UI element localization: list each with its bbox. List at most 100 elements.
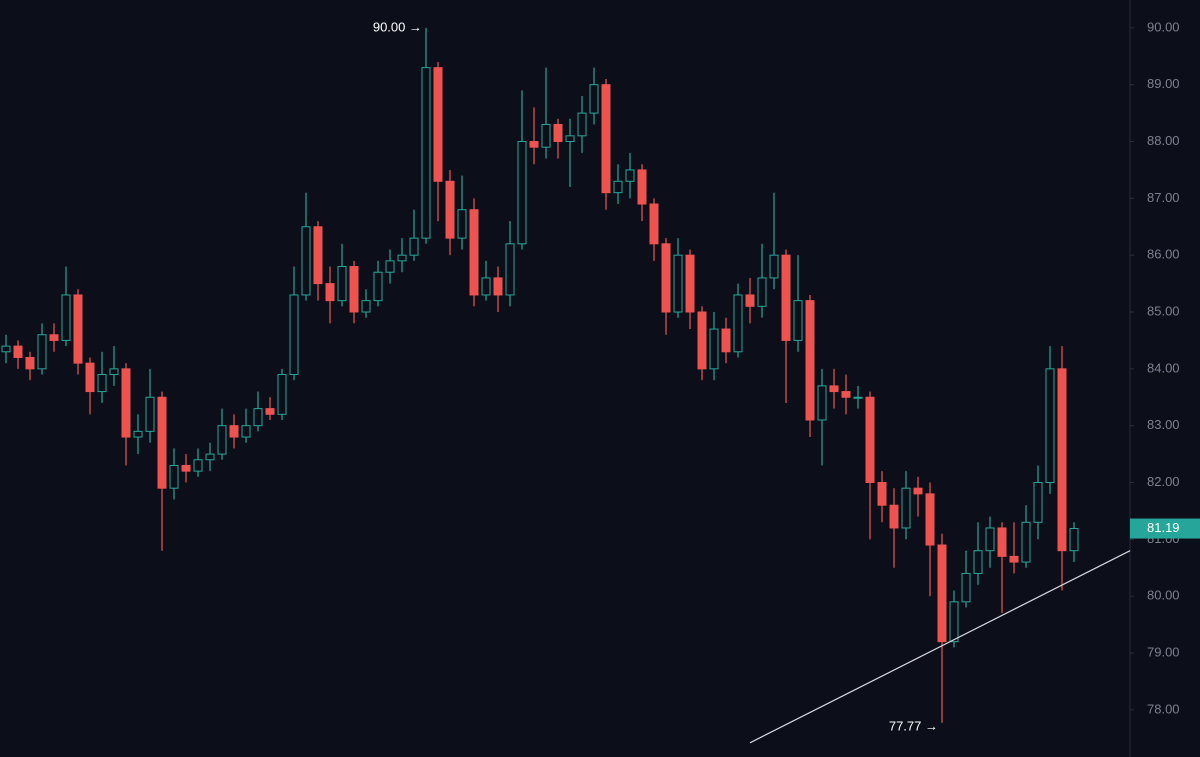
candle-body <box>181 464 191 472</box>
candle-body <box>1033 482 1043 523</box>
candle-body <box>49 334 59 341</box>
y-tick-label: 82.00 <box>1147 474 1180 489</box>
candle-body <box>973 550 983 574</box>
candle-body <box>469 209 479 296</box>
candle-body <box>565 135 575 143</box>
candle-body <box>865 396 875 484</box>
candle-body <box>577 112 587 137</box>
candle-body <box>265 408 275 415</box>
candle-body <box>133 430 143 438</box>
candle-body <box>517 141 527 245</box>
candle-body <box>709 328 719 370</box>
last-price-tag <box>1130 518 1200 539</box>
candle-body <box>685 254 695 313</box>
candle-body <box>889 504 899 529</box>
candle-body <box>733 294 743 353</box>
candle-body <box>625 169 635 182</box>
candle-body <box>1069 528 1079 552</box>
candle-body <box>145 396 155 432</box>
candle-body <box>361 300 371 313</box>
y-tick-label: 83.00 <box>1147 417 1180 432</box>
candle-body <box>457 209 467 239</box>
candle-body <box>109 368 119 376</box>
candle-body <box>205 453 215 461</box>
candle-body <box>985 527 995 552</box>
y-tick-label: 86.00 <box>1147 247 1180 262</box>
candle-body <box>25 356 35 370</box>
candle-body <box>37 334 47 370</box>
candle-body <box>805 300 815 421</box>
candle-body <box>61 294 71 341</box>
candle-body <box>157 396 167 489</box>
candle-body <box>1009 555 1019 563</box>
y-tick-label: 79.00 <box>1147 644 1180 659</box>
candle-body <box>493 277 503 296</box>
candle-body <box>217 425 227 455</box>
candle-body <box>1057 368 1067 552</box>
candle-body <box>817 385 827 421</box>
candle-body <box>1021 521 1031 563</box>
candle-body <box>433 67 443 182</box>
candle-body <box>97 374 107 393</box>
candle-body <box>925 493 935 546</box>
candle-body <box>193 459 203 472</box>
candle-body <box>409 237 419 256</box>
candle-body <box>121 368 131 438</box>
candle-body <box>961 572 971 603</box>
candle-body <box>229 425 239 438</box>
candle-body <box>289 294 299 376</box>
last-price-label: 81.19 <box>1147 520 1180 535</box>
candle-body <box>421 67 431 239</box>
candle-body <box>445 180 455 239</box>
candle-body <box>613 180 623 194</box>
candle-body <box>397 254 407 262</box>
y-tick-label: 89.00 <box>1147 76 1180 91</box>
candle-body <box>589 84 599 114</box>
candle-body <box>793 300 803 341</box>
y-tick-label: 87.00 <box>1147 190 1180 205</box>
y-tick-label: 88.00 <box>1147 133 1180 148</box>
candle-body <box>373 271 383 302</box>
trendline <box>749 550 1131 744</box>
candle-body <box>169 464 179 489</box>
candle-body <box>313 226 323 285</box>
candle-body <box>721 328 731 353</box>
y-tick-label: 90.00 <box>1147 19 1180 34</box>
candle-body <box>73 294 83 364</box>
extreme-label: 90.00 → <box>373 19 422 34</box>
y-tick-label: 85.00 <box>1147 303 1180 318</box>
candle-body <box>529 141 539 148</box>
candle-body <box>745 294 755 307</box>
candle-body <box>901 487 911 529</box>
candle-body <box>337 266 347 302</box>
candle-body <box>841 391 851 398</box>
candle-body <box>481 277 491 296</box>
candle-body <box>937 544 947 643</box>
candle-body <box>877 482 887 506</box>
y-tick-label: 78.00 <box>1147 701 1180 716</box>
candle-body <box>637 169 647 205</box>
candle-body <box>349 266 359 313</box>
extreme-label: 77.77 → <box>889 718 938 733</box>
candle-body <box>649 203 659 245</box>
candle-body <box>1 345 11 353</box>
candle-body <box>829 385 839 393</box>
candle-body <box>949 601 959 643</box>
candle-body <box>1045 368 1055 484</box>
candle-body <box>601 84 611 194</box>
candle-body <box>853 396 863 399</box>
candle-body <box>385 260 395 273</box>
candle-body <box>913 487 923 495</box>
candle-body <box>13 345 23 358</box>
candle-body <box>769 254 779 279</box>
candle-body <box>553 123 563 143</box>
candle-body <box>301 226 311 296</box>
candle-body <box>781 254 791 341</box>
y-tick-label: 80.00 <box>1147 588 1180 603</box>
y-tick-label: 84.00 <box>1147 360 1180 375</box>
candle-body <box>277 374 287 415</box>
candle-body <box>85 362 95 393</box>
candle-body <box>253 408 263 427</box>
